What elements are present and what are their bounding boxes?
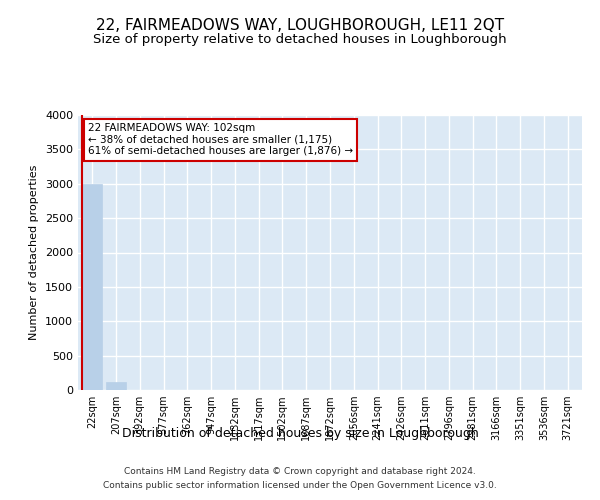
- Bar: [106, 382, 126, 390]
- Bar: [82, 184, 103, 390]
- Text: Size of property relative to detached houses in Loughborough: Size of property relative to detached ho…: [93, 32, 507, 46]
- Text: 22 FAIRMEADOWS WAY: 102sqm
← 38% of detached houses are smaller (1,175)
61% of s: 22 FAIRMEADOWS WAY: 102sqm ← 38% of deta…: [88, 123, 353, 156]
- Text: Contains HM Land Registry data © Crown copyright and database right 2024.: Contains HM Land Registry data © Crown c…: [124, 468, 476, 476]
- Text: Distribution of detached houses by size in Loughborough: Distribution of detached houses by size …: [122, 428, 478, 440]
- Text: 22, FAIRMEADOWS WAY, LOUGHBOROUGH, LE11 2QT: 22, FAIRMEADOWS WAY, LOUGHBOROUGH, LE11 …: [96, 18, 504, 32]
- Text: Contains public sector information licensed under the Open Government Licence v3: Contains public sector information licen…: [103, 481, 497, 490]
- Y-axis label: Number of detached properties: Number of detached properties: [29, 165, 40, 340]
